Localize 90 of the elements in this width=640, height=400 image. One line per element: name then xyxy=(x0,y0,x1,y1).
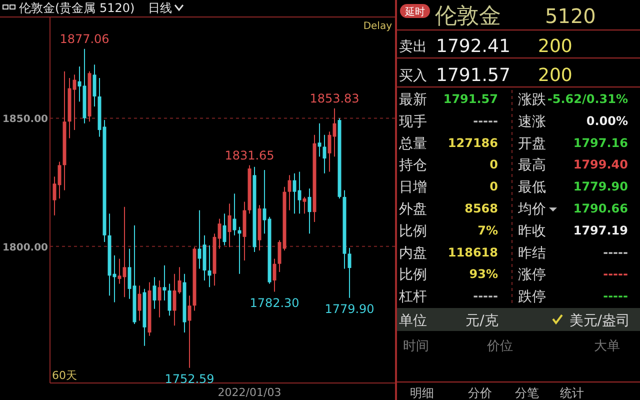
candlestick xyxy=(222,213,226,246)
text: 0 xyxy=(490,158,498,172)
annotation: 1752.59 xyxy=(164,372,214,386)
candlestick xyxy=(138,285,142,322)
text: 涨停 xyxy=(518,267,546,284)
text: 5120 xyxy=(545,4,596,28)
text: 127186 xyxy=(448,136,498,150)
text: 0 xyxy=(490,180,498,194)
text: 持仓 xyxy=(399,158,427,174)
candlestick xyxy=(308,188,312,234)
text: 日增 xyxy=(399,180,427,196)
text: 内盘 xyxy=(399,245,427,262)
text: 现手 xyxy=(399,114,427,130)
text: 涨跌 xyxy=(518,92,546,108)
candlestick xyxy=(158,280,162,318)
annotation: 60天 xyxy=(52,369,77,382)
candlestick xyxy=(92,64,96,107)
text: 分价 xyxy=(468,386,492,400)
text: 昨结 xyxy=(518,245,546,262)
text: 分笔 xyxy=(515,386,539,400)
text: 200 xyxy=(538,65,572,86)
annotation: 1831.65 xyxy=(224,148,274,162)
text: 卖出 xyxy=(399,39,427,55)
text: 118618 xyxy=(448,245,498,260)
candlestick xyxy=(322,134,326,174)
candlestick xyxy=(168,283,172,316)
candlestick xyxy=(238,226,242,274)
y-tick-label: 1850.00 xyxy=(2,114,48,126)
text: ----- xyxy=(603,267,628,282)
text: 1797.19 xyxy=(573,223,628,238)
text: 比例 xyxy=(399,223,427,240)
text: 昨收 xyxy=(518,223,546,240)
text: 1799.40 xyxy=(573,158,628,172)
text: 最高 xyxy=(518,158,546,174)
candlestick xyxy=(288,174,292,211)
candlestick xyxy=(208,244,212,288)
text: -5.62/0.31% xyxy=(547,92,628,106)
text: 伦敦金 xyxy=(435,4,501,29)
candlestick xyxy=(162,264,166,301)
text: ----- xyxy=(473,289,498,304)
text: 1791.57 xyxy=(436,65,510,86)
annotation: 1782.30 xyxy=(250,296,300,310)
text: ----- xyxy=(473,114,498,128)
text: ----- xyxy=(603,289,628,304)
candlestick xyxy=(152,276,156,310)
text: 1792.41 xyxy=(436,36,510,57)
text: 速涨 xyxy=(518,114,546,130)
text: 1779.90 xyxy=(573,180,628,194)
text: 7% xyxy=(478,223,498,238)
candlestick xyxy=(228,203,232,248)
chart-title: 伦敦金(贵金属 5120) xyxy=(19,1,135,15)
text: 单位 xyxy=(399,313,427,329)
text: 开盘 xyxy=(518,136,546,152)
text: 延时 xyxy=(404,6,425,18)
text: 1790.66 xyxy=(573,202,628,216)
text: Delay xyxy=(363,21,392,32)
candlestick xyxy=(232,193,236,236)
text: 外盘 xyxy=(399,202,427,218)
annotation: 1853.83 xyxy=(310,91,360,106)
text: 最低 xyxy=(518,180,546,196)
text: 元/克 xyxy=(466,313,498,329)
text: 比例 xyxy=(399,267,427,284)
text: 总量 xyxy=(398,136,427,152)
text: ----- xyxy=(603,245,628,260)
text: 美元/盎司 xyxy=(569,313,630,329)
text: 8568 xyxy=(464,202,498,216)
text: 1791.57 xyxy=(443,92,498,106)
annotation: 1877.06 xyxy=(60,32,110,46)
text: 93% xyxy=(469,267,498,282)
candlestick xyxy=(188,295,192,368)
text: 均价 xyxy=(517,202,546,218)
text: 1797.16 xyxy=(573,136,628,150)
text: 大单 xyxy=(594,339,620,354)
text: 200 xyxy=(538,36,572,57)
text: 买入 xyxy=(399,68,427,84)
text: 跌停 xyxy=(518,289,546,306)
text: 0.00% xyxy=(586,114,628,128)
text: 杠杆 xyxy=(398,289,427,306)
chart-subtitle: 日线 xyxy=(148,1,172,15)
candlestick xyxy=(318,122,322,158)
text: 价位 xyxy=(486,339,513,354)
y-tick-label: 1800.00 xyxy=(2,242,48,254)
text: 统计 xyxy=(560,386,584,400)
text: 时间 xyxy=(403,339,429,354)
text: 最新 xyxy=(399,92,427,108)
candlestick xyxy=(302,196,306,214)
x-tick-label: 2022/01/03 xyxy=(218,386,282,399)
candlestick xyxy=(272,258,276,292)
text: 明细 xyxy=(410,386,434,400)
annotation: 1779.90 xyxy=(324,302,374,316)
